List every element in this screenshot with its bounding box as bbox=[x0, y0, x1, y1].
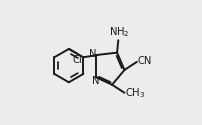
Text: CN: CN bbox=[138, 56, 152, 66]
Text: NH$_2$: NH$_2$ bbox=[109, 25, 129, 39]
Text: N: N bbox=[92, 76, 99, 86]
Text: Cl: Cl bbox=[72, 55, 82, 65]
Text: N: N bbox=[89, 50, 96, 59]
Text: CH$_3$: CH$_3$ bbox=[125, 86, 146, 100]
